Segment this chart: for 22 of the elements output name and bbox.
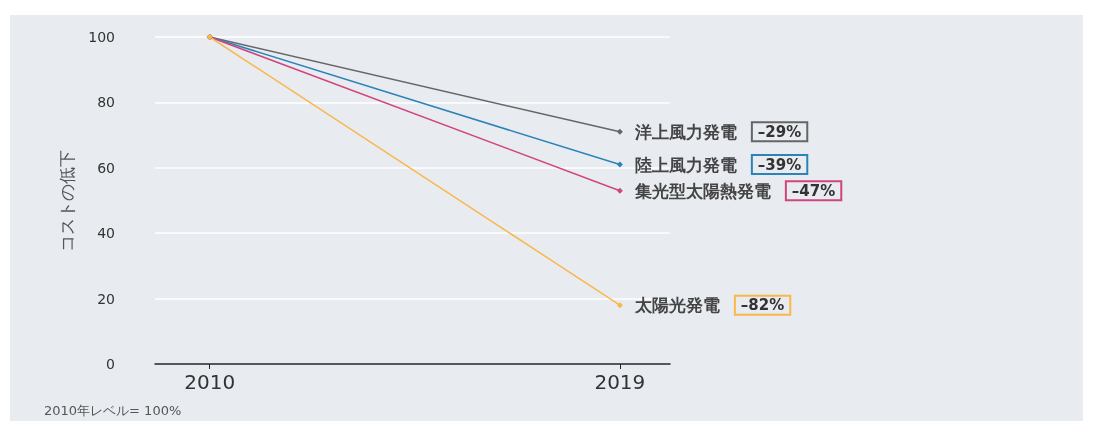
x-tick-label: 2010 bbox=[184, 370, 236, 394]
y-tick-label: 20 bbox=[97, 290, 115, 307]
text: 2010年レベル= 100% bbox=[44, 403, 182, 418]
point bbox=[616, 128, 623, 135]
legend-label: 集光型太陽熱発電 bbox=[633, 180, 771, 201]
point bbox=[616, 302, 623, 309]
text: –39% bbox=[757, 155, 802, 174]
y-tick-label: 100 bbox=[88, 29, 115, 45]
point bbox=[616, 187, 623, 194]
y-tick-label: 60 bbox=[97, 159, 115, 176]
text: –29% bbox=[757, 122, 802, 141]
y-tick-label: 0 bbox=[106, 356, 115, 372]
y-axis-title: コストの低下 bbox=[56, 149, 77, 252]
legend-label: 太陽光発電 bbox=[633, 295, 720, 316]
legend-label: 洋上風力発電 bbox=[633, 121, 737, 142]
x-tick-label: 2019 bbox=[594, 370, 646, 394]
point bbox=[616, 161, 623, 168]
y-tick-label: 80 bbox=[97, 94, 115, 111]
y-tick-label: 40 bbox=[97, 225, 115, 242]
legend-label: 陸上風力発電 bbox=[634, 154, 737, 175]
text: –47% bbox=[791, 181, 836, 200]
text: –82% bbox=[740, 296, 785, 315]
